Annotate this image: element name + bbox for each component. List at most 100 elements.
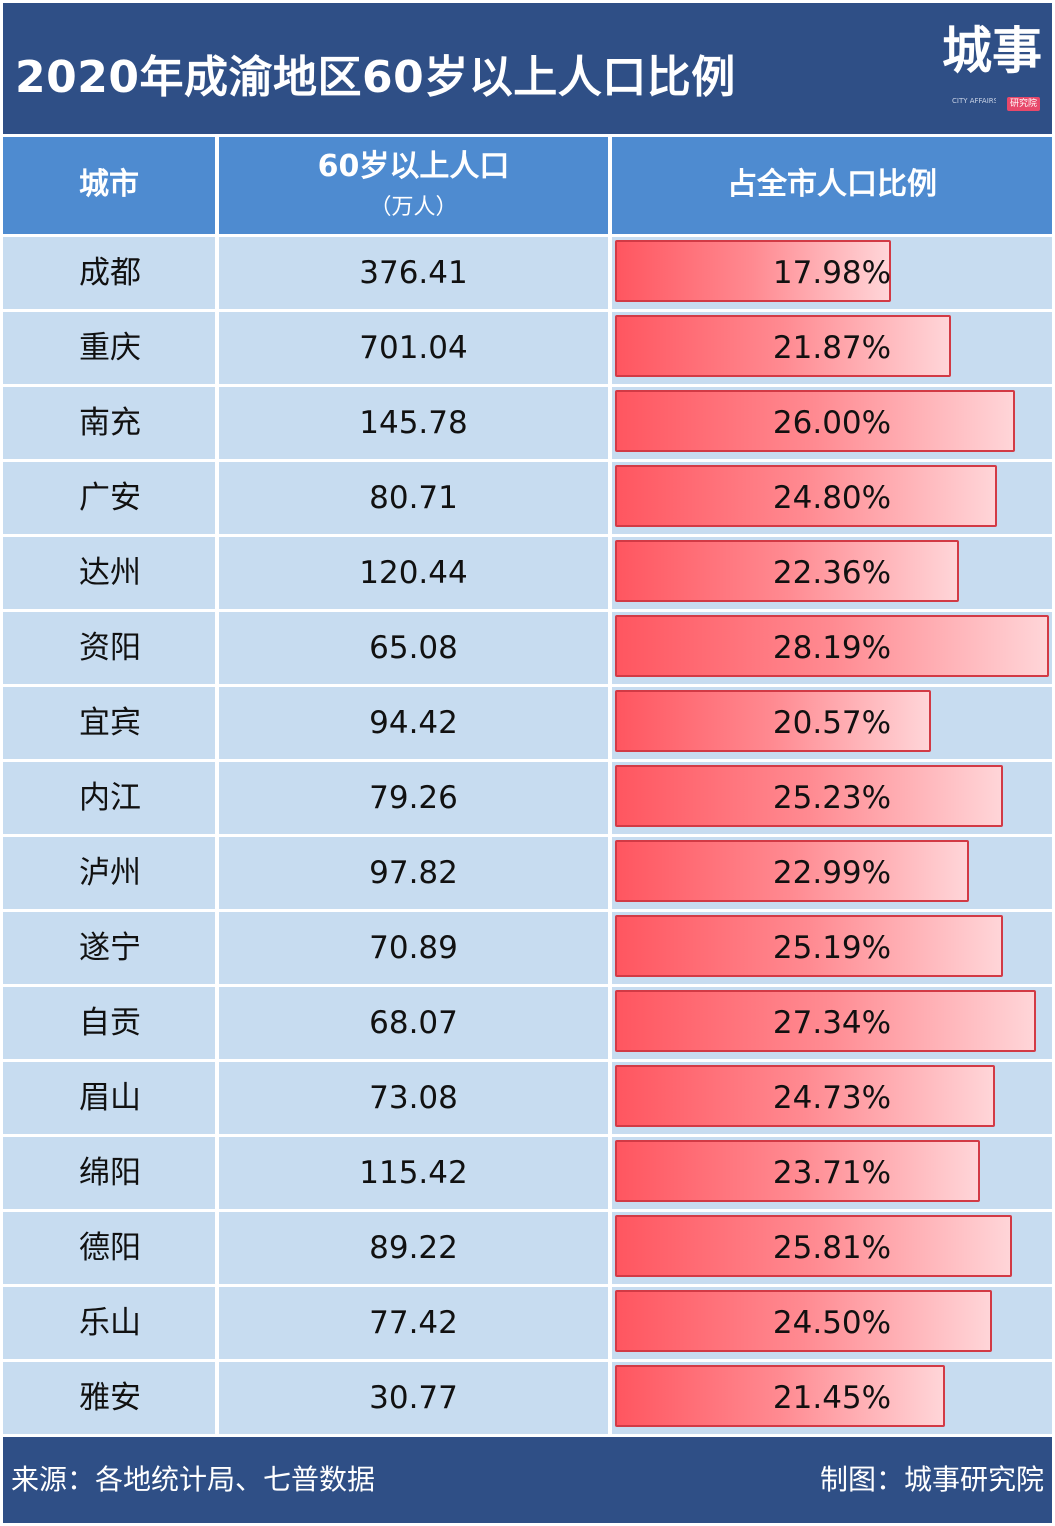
share-label: 25.19% <box>772 930 892 966</box>
share-cell: 28.19% <box>612 612 1052 684</box>
share-bar <box>615 1065 995 1127</box>
header-city: 城市 <box>3 137 215 234</box>
header-share: 占全市人口比例 <box>612 137 1052 234</box>
title-bar: 2020年成渝地区60岁以上人口比例 城事 CITY AFFAIRS RESEA… <box>3 3 1052 134</box>
share-bar <box>615 915 1003 977</box>
share-label: 24.73% <box>772 1080 892 1116</box>
share-label: 17.98% <box>772 255 892 291</box>
population-value: 145.78 <box>359 405 468 441</box>
population-cell: 115.42 <box>219 1137 608 1209</box>
table-row: 南充 145.78 26.00% <box>3 387 1052 459</box>
population-cell: 79.26 <box>219 762 608 834</box>
city-name: 南充 <box>79 405 141 441</box>
table-row: 遂宁 70.89 25.19% <box>3 912 1052 984</box>
share-label: 24.80% <box>772 480 892 516</box>
share-label: 26.00% <box>772 405 892 441</box>
city-cell: 绵阳 <box>3 1137 215 1209</box>
share-bar <box>615 240 891 302</box>
share-cell: 22.36% <box>612 537 1052 609</box>
city-cell: 南充 <box>3 387 215 459</box>
city-name: 绵阳 <box>79 1155 141 1191</box>
population-cell: 376.41 <box>219 237 608 309</box>
source-note: 来源：各地统计局、七普数据 <box>11 1463 376 1496</box>
city-name: 乐山 <box>79 1305 141 1341</box>
share-bar <box>615 690 931 752</box>
population-value: 30.77 <box>369 1380 458 1416</box>
population-value: 70.89 <box>369 930 458 966</box>
share-label: 27.34% <box>772 1005 892 1041</box>
city-cell: 乐山 <box>3 1287 215 1359</box>
header-population-label: 60岁以上人口 <box>317 149 510 184</box>
share-bar <box>615 840 969 902</box>
share-label: 21.87% <box>772 330 892 366</box>
city-name: 成都 <box>79 255 141 291</box>
share-label: 23.71% <box>772 1155 892 1191</box>
table-row: 泸州 97.82 22.99% <box>3 837 1052 909</box>
city-cell: 德阳 <box>3 1212 215 1284</box>
share-cell: 22.99% <box>612 837 1052 909</box>
table-row: 达州 120.44 22.36% <box>3 537 1052 609</box>
logo-sub-text: CITY AFFAIRS RESEARCH <box>952 97 996 105</box>
city-name: 德阳 <box>79 1230 141 1266</box>
population-cell: 68.07 <box>219 987 608 1059</box>
population-value: 94.42 <box>369 705 458 741</box>
table-row: 德阳 89.22 25.81% <box>3 1212 1052 1284</box>
header-population: 60岁以上人口 （万人） <box>219 137 608 234</box>
population-cell: 89.22 <box>219 1212 608 1284</box>
share-cell: 21.87% <box>612 312 1052 384</box>
chart-title: 2020年成渝地区60岁以上人口比例 <box>15 52 736 103</box>
table-row: 眉山 73.08 24.73% <box>3 1062 1052 1134</box>
population-value: 701.04 <box>359 330 468 366</box>
share-bar <box>615 765 1003 827</box>
table-row: 广安 80.71 24.80% <box>3 462 1052 534</box>
city-cell: 资阳 <box>3 612 215 684</box>
table-header: 城市 60岁以上人口 （万人） 占全市人口比例 <box>3 137 1052 234</box>
share-bar <box>615 465 997 527</box>
share-label: 28.19% <box>772 630 892 666</box>
table-row: 乐山 77.42 24.50% <box>3 1287 1052 1359</box>
population-cell: 701.04 <box>219 312 608 384</box>
table-row: 自贡 68.07 27.34% <box>3 987 1052 1059</box>
population-value: 120.44 <box>359 555 468 591</box>
population-cell: 97.82 <box>219 837 608 909</box>
share-label: 22.99% <box>772 855 892 891</box>
city-cell: 广安 <box>3 462 215 534</box>
population-value: 73.08 <box>369 1080 458 1116</box>
city-name: 内江 <box>79 780 141 816</box>
city-name: 广安 <box>79 480 141 516</box>
share-bar <box>615 315 951 377</box>
city-name: 泸州 <box>79 855 141 891</box>
city-name: 宜宾 <box>79 705 141 741</box>
population-cell: 30.77 <box>219 1362 608 1434</box>
table-row: 绵阳 115.42 23.71% <box>3 1137 1052 1209</box>
population-value: 79.26 <box>369 780 458 816</box>
city-name: 达州 <box>79 555 141 591</box>
population-cell: 70.89 <box>219 912 608 984</box>
share-cell: 20.57% <box>612 687 1052 759</box>
population-cell: 145.78 <box>219 387 608 459</box>
population-cell: 120.44 <box>219 537 608 609</box>
share-bar <box>615 615 1049 677</box>
share-bar <box>615 390 1015 452</box>
share-cell: 26.00% <box>612 387 1052 459</box>
population-cell: 94.42 <box>219 687 608 759</box>
city-cell: 内江 <box>3 762 215 834</box>
table-row: 内江 79.26 25.23% <box>3 762 1052 834</box>
city-name: 遂宁 <box>79 930 141 966</box>
city-cell: 自贡 <box>3 987 215 1059</box>
share-cell: 24.80% <box>612 462 1052 534</box>
share-cell: 24.50% <box>612 1287 1052 1359</box>
share-cell: 27.34% <box>612 987 1052 1059</box>
share-cell: 25.81% <box>612 1212 1052 1284</box>
table-row: 成都 376.41 17.98% <box>3 237 1052 309</box>
share-label: 20.57% <box>772 705 892 741</box>
table-row: 资阳 65.08 28.19% <box>3 612 1052 684</box>
city-name: 重庆 <box>79 330 141 366</box>
share-label: 21.45% <box>772 1380 892 1416</box>
share-bar <box>615 540 959 602</box>
population-value: 376.41 <box>359 255 468 291</box>
footer-bar: 来源：各地统计局、七普数据 制图：城事研究院 <box>3 1437 1052 1523</box>
header-share-label: 占全市人口比例 <box>727 167 937 202</box>
city-name: 眉山 <box>79 1080 141 1116</box>
